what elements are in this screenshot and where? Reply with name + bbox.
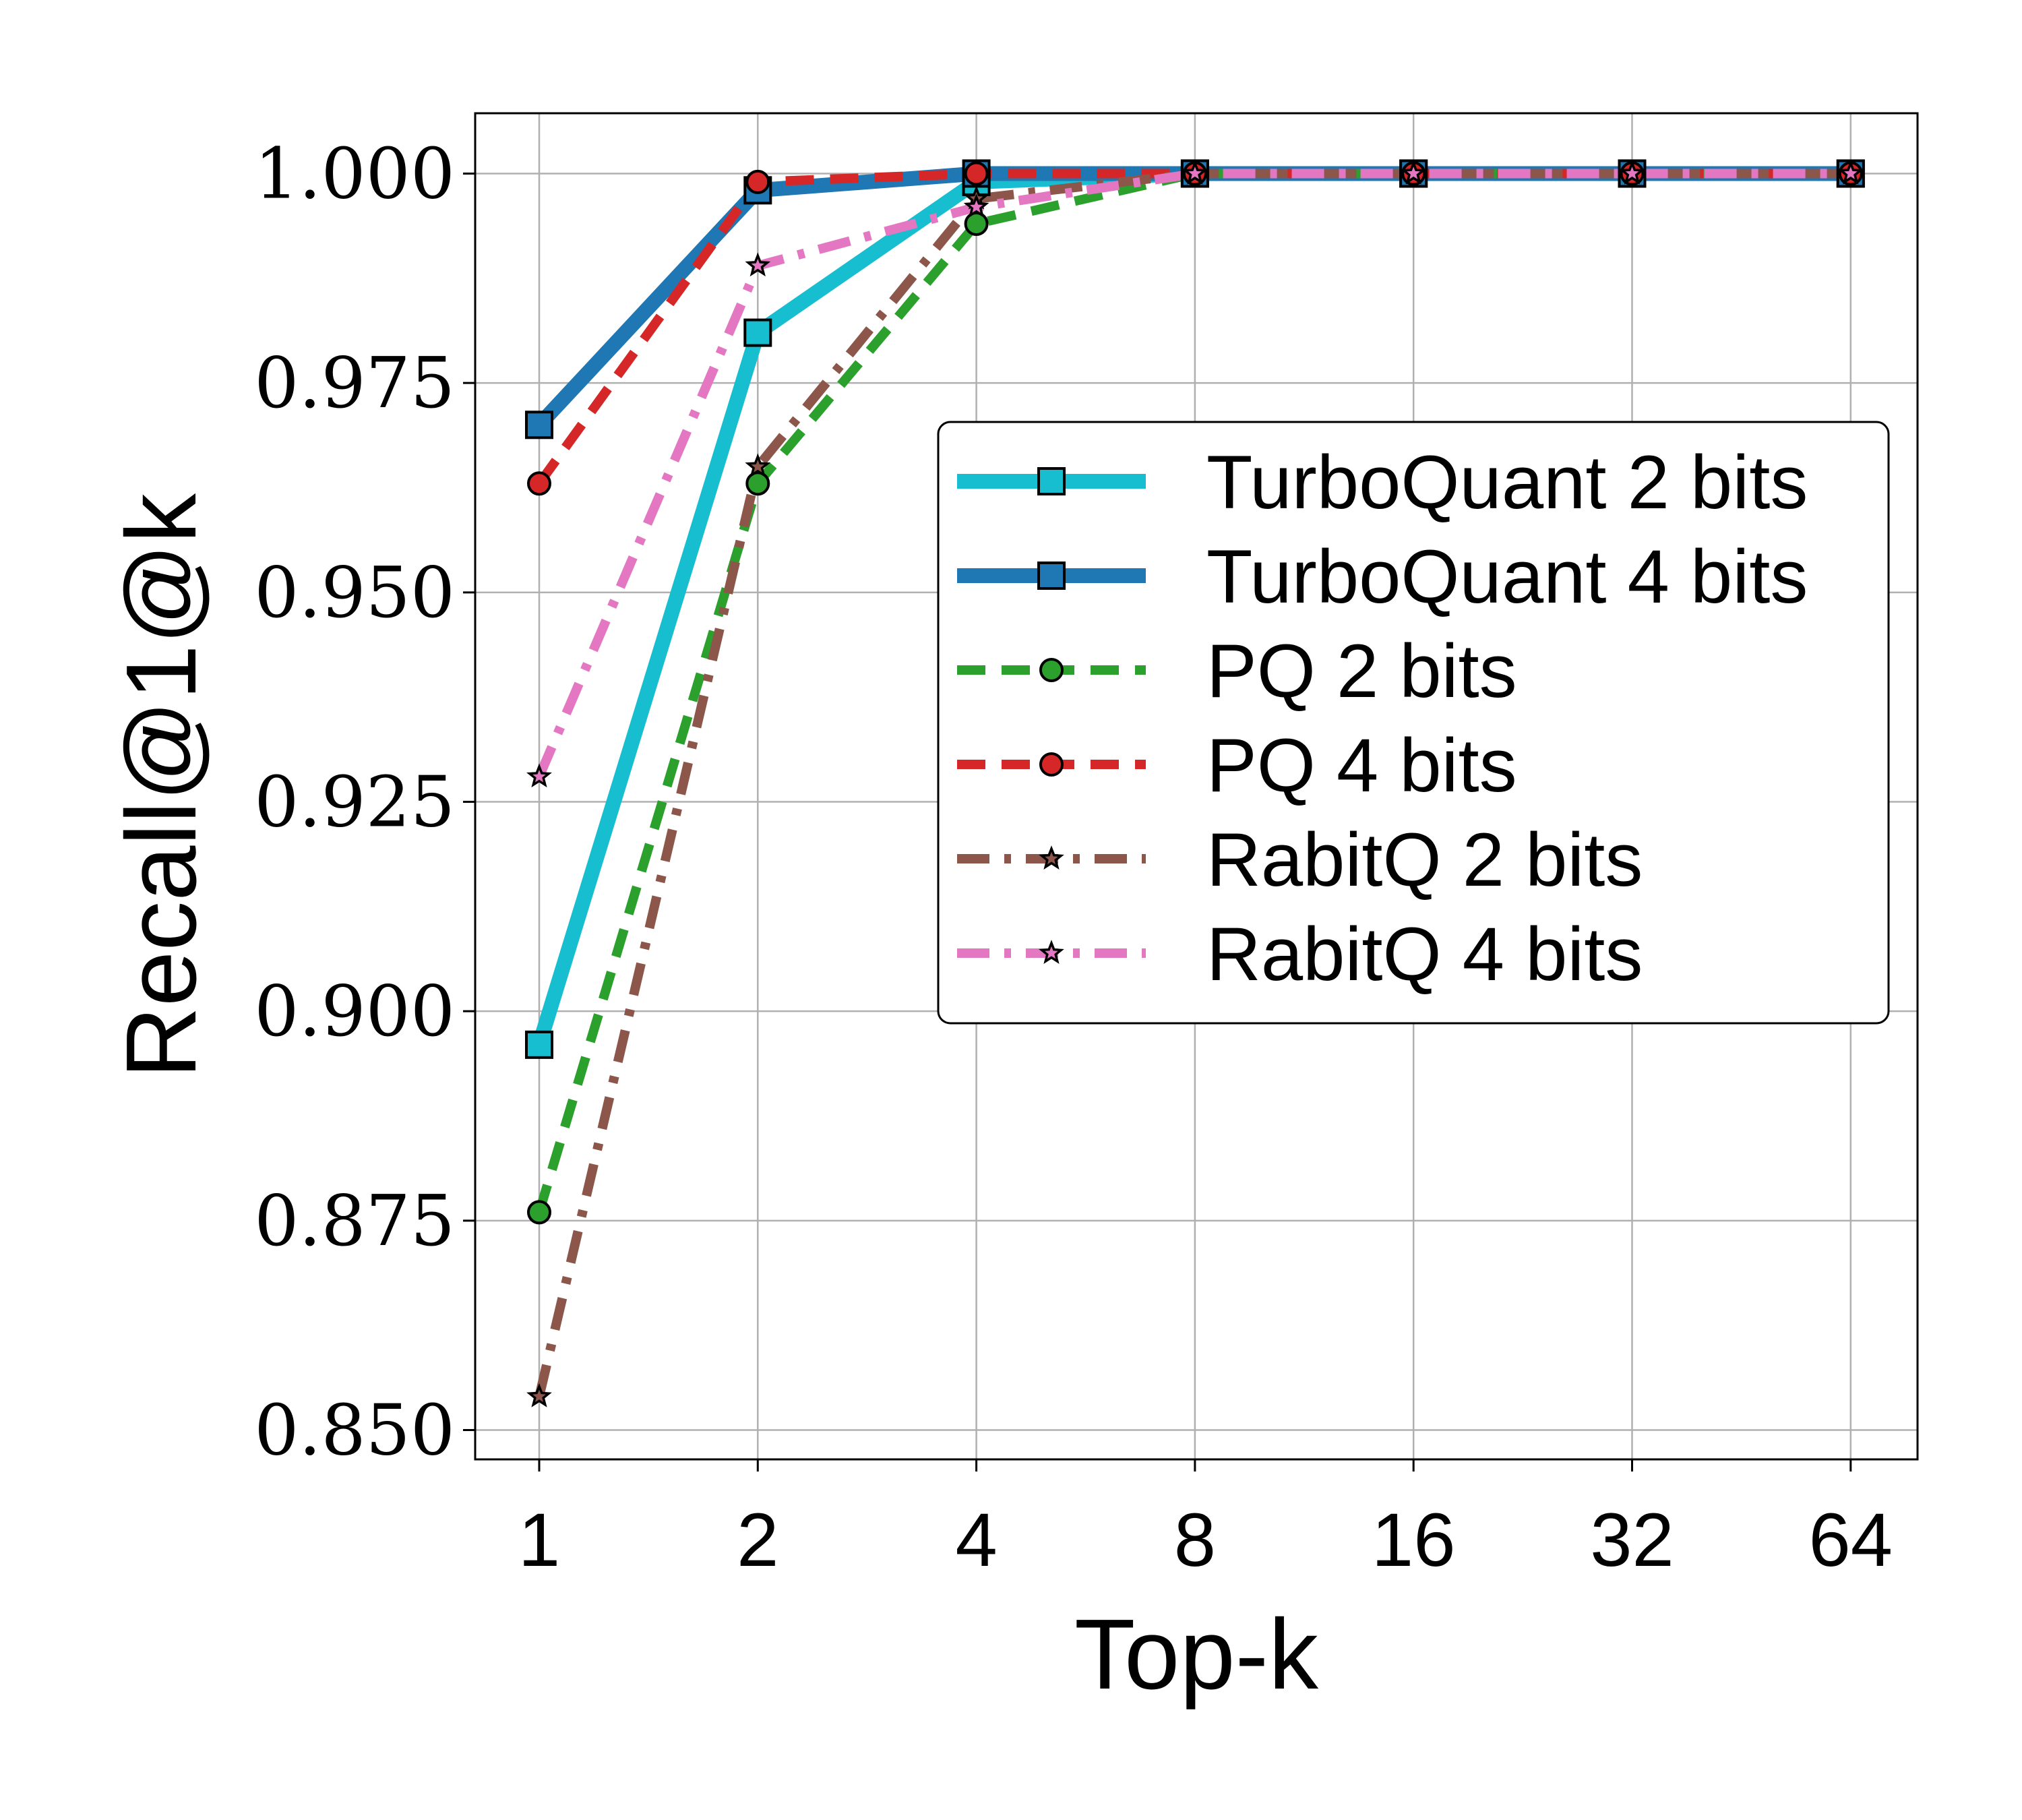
legend-label-rabitq-4-bits: RabitQ 4 bits [1206, 912, 1643, 996]
marker-pq-2-bits [964, 212, 989, 237]
x-tick-label: 4 [955, 1498, 997, 1582]
legend-label-pq-4-bits: PQ 4 bits [1206, 723, 1517, 808]
marker-pq-2-bits [745, 471, 770, 496]
x-tick-label: 64 [1809, 1498, 1893, 1582]
y-axis-title: Recall@1@k [106, 493, 217, 1079]
marker-rabitq-4-bits [1619, 160, 1645, 185]
marker-rabitq-2-bits [745, 453, 771, 478]
x-axis-title: Top-k [1074, 1599, 1319, 1710]
y-tick-label: 0.850 [254, 1389, 455, 1472]
marker-rabitq-4-bits [963, 193, 989, 218]
legend: TurboQuant 2 bits TurboQuant 4 bits PQ 2 b… [937, 421, 1890, 1025]
y-tick-label: 0.900 [254, 970, 455, 1052]
axis-ticks: 1 2 4 8 16 32 64 0.850 0.875 0.900 0.925 0.950 0.975… [254, 132, 1893, 1582]
marker-turboquant-4-bits [525, 411, 553, 439]
marker-rabitq-4-bits [1182, 160, 1208, 185]
marker-rabitq-2-bits [526, 1383, 552, 1407]
legend-label-turboquant-2-bits: TurboQuant 2 bits [1206, 440, 1808, 524]
x-tick-label: 16 [1372, 1498, 1456, 1582]
marker-pq-4-bits [745, 169, 770, 194]
x-tick-label: 8 [1174, 1498, 1216, 1582]
y-tick-label: 0.875 [254, 1180, 455, 1262]
marker-rabitq-4-bits [1837, 160, 1864, 185]
plot-area-frame [474, 112, 1919, 1461]
legend-marker-rabitq-2-bits [1039, 845, 1064, 870]
y-tick-label: 0.975 [254, 342, 455, 424]
marker-turboquant-2-bits [743, 318, 772, 347]
x-tick-label: 32 [1590, 1498, 1674, 1582]
marker-rabitq-4-bits [526, 763, 552, 788]
marker-rabitq-4-bits [745, 252, 771, 277]
legend-label-rabitq-2-bits: RabitQ 2 bits [1206, 818, 1643, 902]
legend-marker-pq-4-bits [1039, 752, 1064, 777]
legend-frame [937, 421, 1890, 1025]
series-markers [525, 159, 1865, 1407]
y-tick-label: 1.000 [254, 132, 455, 214]
legend-marker-pq-2-bits [1039, 658, 1064, 682]
legend-label-pq-2-bits: PQ 2 bits [1206, 629, 1517, 713]
y-tick-label: 0.950 [254, 551, 455, 634]
legend-marker-turboquant-4-bits [1037, 562, 1066, 590]
x-tick-label: 1 [518, 1498, 560, 1582]
x-tick-label: 2 [737, 1498, 778, 1582]
y-tick-label: 0.925 [254, 760, 455, 843]
marker-turboquant-2-bits [525, 1030, 553, 1059]
marker-rabitq-4-bits [1401, 160, 1427, 185]
legend-label-turboquant-4-bits: TurboQuant 4 bits [1206, 535, 1808, 619]
legend-marker-turboquant-2-bits [1037, 467, 1066, 495]
legend-marker-rabitq-4-bits [1039, 940, 1064, 964]
marker-pq-4-bits [964, 161, 989, 186]
marker-pq-4-bits [527, 471, 551, 496]
marker-pq-2-bits [527, 1200, 551, 1225]
